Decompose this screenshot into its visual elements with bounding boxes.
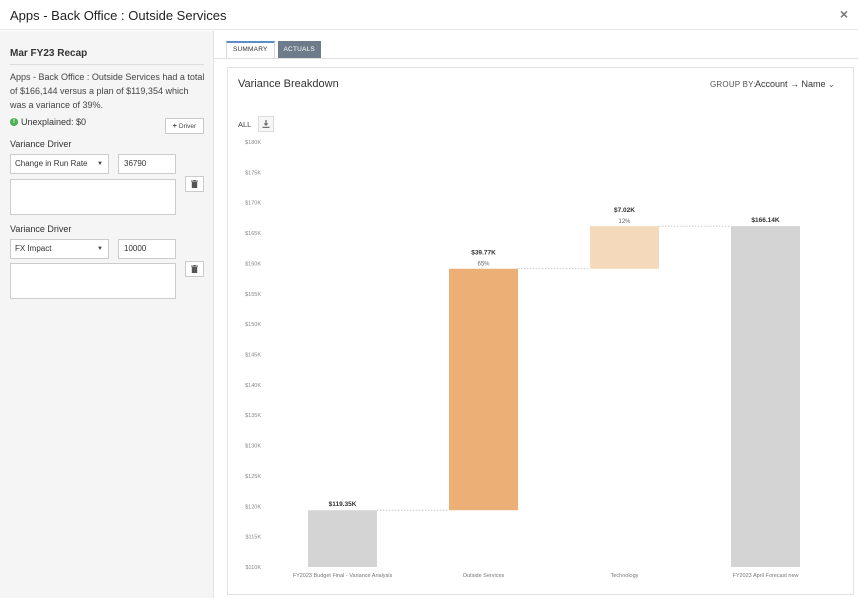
bar-value-label: $119.35K: [329, 501, 357, 508]
y-tick-label: $130K: [245, 444, 261, 450]
bar-percent-label: 12%: [618, 219, 631, 225]
window-titlebar: Apps - Back Office : Outside Services ×: [0, 0, 858, 30]
unexplained-status: ! Unexplained: $0: [10, 117, 86, 127]
group-by-value: Account → Name: [755, 79, 826, 89]
tab-actuals[interactable]: ACTUALS: [277, 41, 321, 58]
y-tick-label: $165K: [245, 231, 261, 237]
connector-lines: [377, 225, 731, 511]
caret-down-icon: ▼: [97, 246, 103, 252]
y-tick-label: $180K: [245, 140, 261, 146]
data-labels: $119.35K $39.77K 65% $7.02K 12% $166.14K: [329, 207, 780, 508]
delete-driver-button[interactable]: [185, 176, 204, 192]
variance-breakdown-panel: Variance Breakdown GROUP BY: Account → N…: [227, 67, 854, 595]
bar: [449, 268, 518, 511]
variance-driver-label: Variance Driver: [10, 224, 72, 234]
y-tick-label: $160K: [245, 261, 261, 267]
exclamation-icon: !: [10, 118, 18, 126]
bar: [590, 226, 659, 269]
y-tick-label: $155K: [245, 292, 261, 298]
y-tick-label: $175K: [245, 170, 261, 176]
y-tick-label: $125K: [245, 474, 261, 480]
y-tick-label: $115K: [246, 535, 262, 541]
bar-value-label: $39.77K: [471, 250, 496, 257]
add-driver-button[interactable]: + Driver: [165, 118, 204, 134]
x-tick-label: Technology: [611, 573, 639, 579]
bar-value-label: $166.14K: [751, 217, 779, 224]
recap-sidebar: Mar FY23 Recap Apps - Back Office : Outs…: [0, 31, 214, 598]
variance-driver-selected: Change in Run Rate: [15, 159, 88, 168]
x-tick-label: Outside Services: [463, 573, 505, 579]
chevron-down-icon: ⌄: [828, 80, 835, 89]
plus-icon: +: [172, 122, 177, 130]
y-tick-label: $145K: [245, 353, 261, 359]
variance-driver-amount-input[interactable]: 36790: [118, 154, 176, 174]
y-tick-label: $140K: [245, 383, 261, 389]
variance-driver-amount-input[interactable]: 10000: [118, 239, 176, 259]
caret-down-icon: ▼: [97, 161, 103, 167]
recap-summary: Apps - Back Office : Outside Services ha…: [10, 72, 205, 110]
tab-summary[interactable]: SUMMARY: [226, 41, 275, 58]
bar-percent-label: 65%: [477, 262, 490, 268]
recap-title: Mar FY23 Recap: [10, 48, 88, 59]
bar: [308, 510, 377, 567]
unexplained-text: Unexplained: $0: [21, 117, 87, 127]
divider: [10, 64, 204, 65]
add-driver-label: Driver: [178, 122, 197, 130]
download-button[interactable]: [258, 116, 274, 132]
window-title: Apps - Back Office : Outside Services: [10, 8, 227, 23]
group-by-label: GROUP BY:: [710, 80, 756, 89]
chart-bars: [308, 226, 800, 567]
x-tick-label: FY2023 April Forecast new: [732, 573, 798, 579]
y-tick-label: $170K: [245, 201, 261, 207]
group-by-dropdown[interactable]: Account → Name ⌄: [755, 79, 835, 89]
x-axis: FY2023 Budget Final - Variance Analysis O…: [293, 573, 799, 579]
download-icon: [262, 120, 270, 128]
view-tabs: SUMMARY ACTUALS: [226, 41, 321, 58]
variance-driver-select[interactable]: FX Impact ▼: [10, 239, 109, 259]
y-tick-label: $135K: [245, 413, 261, 419]
all-filter[interactable]: ALL: [238, 120, 252, 129]
variance-driver-select[interactable]: Change in Run Rate ▼: [10, 154, 109, 174]
tabs-divider: [214, 58, 858, 59]
x-tick-label: FY2023 Budget Final - Variance Analysis: [293, 573, 393, 579]
trash-icon: [191, 265, 198, 273]
bar-value-label: $7.02K: [614, 207, 635, 214]
close-icon[interactable]: ×: [839, 6, 849, 22]
variance-driver-selected: FX Impact: [15, 244, 52, 253]
panel-title: Variance Breakdown: [238, 78, 339, 90]
trash-icon: [191, 180, 198, 188]
variance-driver-notes[interactable]: [10, 179, 176, 215]
y-tick-label: $110K: [246, 565, 262, 571]
bar: [731, 226, 800, 567]
variance-driver-label: Variance Driver: [10, 139, 72, 149]
waterfall-chart: $180K $175K $170K $165K $160K $155K $150K $145K…: [245, 140, 800, 579]
variance-driver-notes[interactable]: [10, 263, 176, 299]
y-tick-label: $150K: [245, 322, 261, 328]
delete-driver-button[interactable]: [185, 261, 204, 277]
y-tick-label: $120K: [245, 504, 261, 510]
y-axis: $180K $175K $170K $165K $160K $155K $150K $145K…: [245, 140, 261, 571]
